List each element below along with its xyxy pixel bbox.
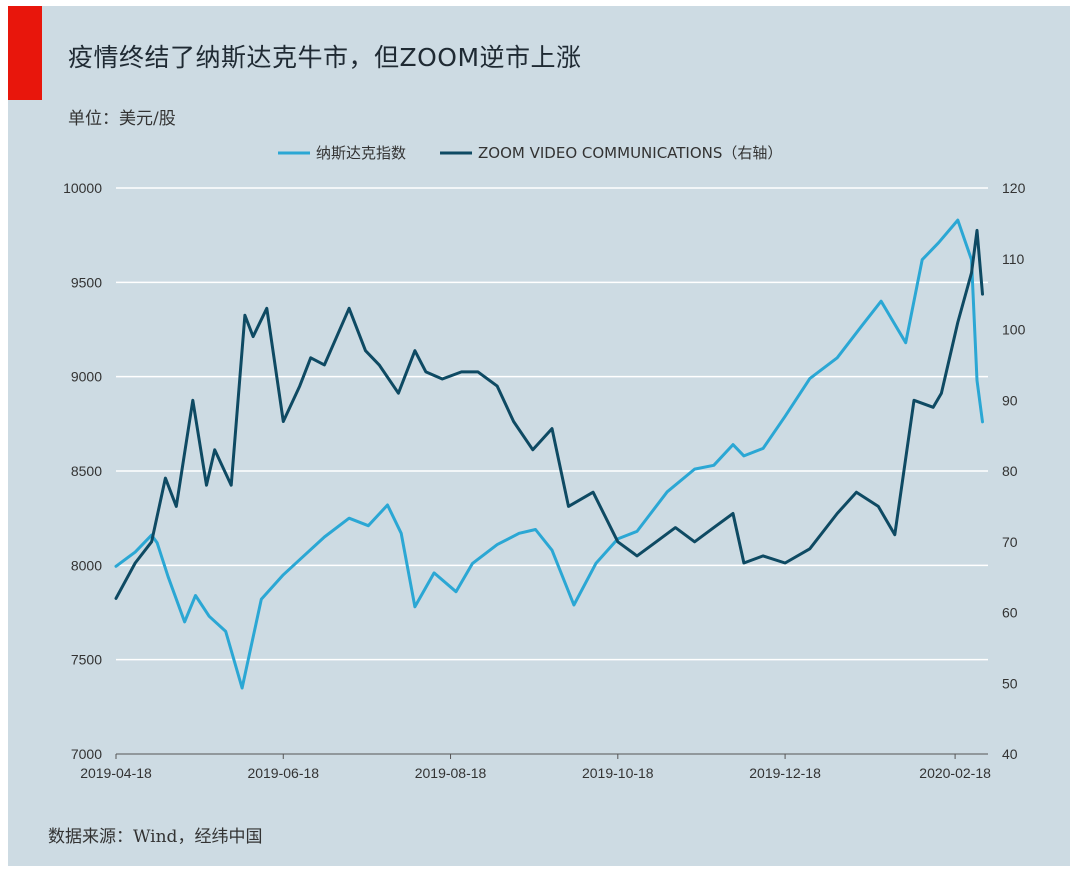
y-right-tick-label: 100	[1002, 322, 1026, 338]
chart-title: 疫情终结了纳斯达克牛市，但ZOOM逆市上涨	[68, 43, 582, 72]
nasdaq-series-line	[114, 218, 984, 690]
y-right-tick-label: 60	[1002, 605, 1018, 621]
zoom-series-line	[114, 228, 984, 600]
y-left-tick-label: 7000	[71, 746, 102, 762]
y-right-tick-label: 90	[1002, 392, 1018, 408]
y-left-tick-label: 8500	[71, 463, 102, 479]
x-tick-label: 2019-12-18	[749, 765, 821, 781]
grid-layer	[116, 187, 988, 661]
x-tick-label: 2019-10-18	[582, 765, 654, 781]
x-tick-label: 2020-02-18	[919, 765, 991, 781]
y-right-tick-label: 110	[1002, 251, 1025, 267]
x-tick-label: 2019-04-18	[80, 765, 152, 781]
y-left-tick-label: 8000	[71, 557, 102, 573]
axis-layer: 7000 7500 8000 8500 9000 9500 10000 40 50 60 70 80 9…	[63, 180, 1026, 781]
accent-bar	[8, 6, 42, 100]
series-layer	[114, 218, 984, 690]
y-left-tick-label: 7500	[71, 652, 102, 668]
y-left-tick-label: 10000	[63, 180, 102, 196]
legend: 纳斯达克指数 ZOOM VIDEO COMMUNICATIONS（右轴）	[278, 144, 782, 162]
legend-label: ZOOM VIDEO COMMUNICATIONS（右轴）	[478, 144, 782, 162]
y-right-tick-label: 40	[1002, 746, 1018, 762]
y-left-tick-label: 9500	[71, 274, 102, 290]
y-left-tick-label: 9000	[71, 369, 102, 385]
unit-label: 单位：美元/股	[68, 109, 176, 129]
y-right-tick-label: 80	[1002, 463, 1018, 479]
chart-panel	[8, 6, 1070, 866]
x-tick-label: 2019-08-18	[415, 765, 487, 781]
y-right-tick-label: 70	[1002, 534, 1018, 550]
y-right-tick-label: 120	[1002, 180, 1026, 196]
x-tick-label: 2019-06-18	[247, 765, 319, 781]
y-right-tick-label: 50	[1002, 675, 1018, 691]
source-note: 数据来源：Wind，经纬中国	[48, 827, 263, 847]
legend-label: 纳斯达克指数	[316, 144, 406, 162]
